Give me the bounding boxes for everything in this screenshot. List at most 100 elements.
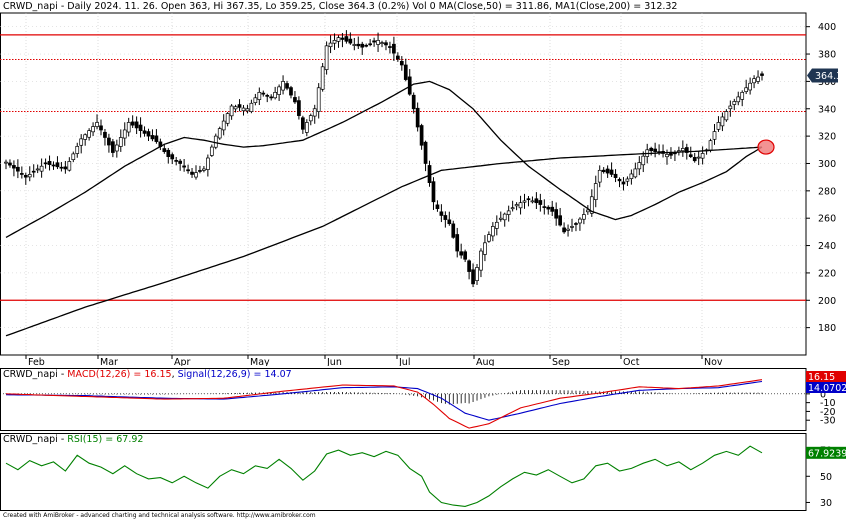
rsi-line bbox=[5, 445, 763, 507]
candle-body bbox=[336, 37, 341, 42]
candle-body bbox=[467, 260, 471, 272]
candle-body bbox=[285, 83, 289, 89]
last-price-tag bbox=[807, 68, 838, 83]
candle-body bbox=[138, 124, 143, 131]
month-label: Aug bbox=[476, 357, 495, 366]
candle-body bbox=[122, 129, 127, 139]
candle-body bbox=[427, 165, 432, 183]
candle-body bbox=[31, 170, 36, 173]
signal-line bbox=[5, 380, 763, 421]
candle-body bbox=[447, 219, 452, 225]
candle-body bbox=[146, 131, 151, 137]
candle-body bbox=[47, 160, 52, 165]
candle-body bbox=[605, 168, 610, 174]
candle-body bbox=[487, 234, 491, 242]
candle-body bbox=[297, 100, 301, 116]
candle-body bbox=[202, 168, 206, 171]
candle-body bbox=[301, 117, 305, 130]
candle-body bbox=[760, 73, 764, 76]
candle-body bbox=[126, 122, 131, 133]
price-tick-label: 220 bbox=[818, 268, 836, 279]
candle-body bbox=[99, 125, 103, 131]
candle-body bbox=[593, 183, 598, 200]
candle-body bbox=[209, 146, 214, 156]
candle-body bbox=[550, 206, 555, 212]
candle-body bbox=[59, 166, 64, 169]
macd-tick-label: -30 bbox=[820, 416, 836, 427]
candle-body bbox=[392, 43, 396, 54]
crossover-marker bbox=[757, 139, 775, 155]
candle-body bbox=[700, 153, 705, 159]
candle-body bbox=[229, 105, 234, 117]
candle-body bbox=[526, 198, 531, 201]
candle-body bbox=[625, 178, 630, 182]
candle-body bbox=[27, 174, 32, 178]
rsi-chart: 70503067.9239 bbox=[0, 433, 847, 511]
macd-tick-label: -20 bbox=[820, 407, 836, 418]
candle-body bbox=[384, 42, 388, 46]
rsi-value-tag bbox=[806, 446, 846, 459]
candle-body bbox=[360, 43, 365, 48]
price-tick-label: 340 bbox=[818, 104, 836, 115]
candle-body bbox=[419, 125, 424, 146]
rsi-tick-label: 50 bbox=[820, 472, 832, 483]
candle-body bbox=[613, 173, 618, 178]
candle-body bbox=[459, 251, 464, 256]
candle-body bbox=[530, 200, 535, 203]
candle-body bbox=[320, 66, 325, 90]
candle-body bbox=[684, 147, 689, 153]
candle-body bbox=[340, 37, 345, 40]
macd-header-macd: MACD(12,26) = 16.15 bbox=[67, 369, 172, 380]
candle-body bbox=[277, 86, 281, 95]
price-tick-label: 240 bbox=[818, 241, 836, 252]
candle-body bbox=[273, 91, 278, 99]
candle-body bbox=[166, 149, 171, 157]
rsi-pane: 70503067.9239 CRWD_napi - RSI(15) = 67.9… bbox=[0, 433, 850, 511]
month-label: Feb bbox=[28, 357, 45, 366]
candle-body bbox=[95, 122, 99, 127]
candle-body bbox=[744, 87, 749, 92]
candle-body bbox=[498, 217, 503, 220]
candle-body bbox=[186, 169, 190, 172]
candle-body bbox=[269, 96, 274, 99]
candle-body bbox=[4, 161, 8, 164]
candle-body bbox=[566, 228, 570, 231]
candle-body bbox=[403, 64, 408, 80]
candle-body bbox=[542, 206, 547, 208]
candle-body bbox=[241, 107, 246, 112]
candle-body bbox=[316, 87, 321, 112]
candle-body bbox=[570, 226, 574, 228]
candle-body bbox=[423, 141, 428, 164]
candle-body bbox=[253, 97, 258, 103]
candle-body bbox=[601, 169, 606, 173]
candle-body bbox=[134, 121, 139, 129]
candle-body bbox=[740, 91, 745, 100]
candle-body bbox=[63, 166, 68, 170]
candle-body bbox=[494, 221, 499, 229]
candle-body bbox=[589, 196, 594, 214]
candle-body bbox=[728, 105, 733, 110]
candle-body bbox=[344, 36, 349, 42]
candle-body bbox=[225, 113, 230, 124]
candle-body bbox=[281, 81, 285, 91]
month-label: Sep bbox=[552, 357, 570, 366]
candle-body bbox=[312, 108, 317, 117]
candle-body bbox=[352, 44, 357, 46]
price-tick-label: 280 bbox=[818, 186, 836, 197]
candle-body bbox=[39, 165, 44, 172]
candle-body bbox=[562, 227, 566, 233]
candle-body bbox=[83, 134, 88, 140]
candle-body bbox=[217, 128, 222, 139]
candle-body bbox=[257, 91, 262, 100]
price-tick-label: 260 bbox=[818, 214, 836, 225]
candle-body bbox=[518, 202, 523, 209]
candle-body bbox=[732, 101, 737, 105]
candle-body bbox=[455, 234, 460, 252]
candle-body bbox=[308, 115, 313, 122]
macd-tick-label: 0 bbox=[820, 389, 826, 400]
candle-body bbox=[71, 153, 76, 160]
month-label: Jul bbox=[398, 357, 410, 366]
candle-body bbox=[716, 122, 721, 130]
candle-body bbox=[75, 146, 80, 154]
